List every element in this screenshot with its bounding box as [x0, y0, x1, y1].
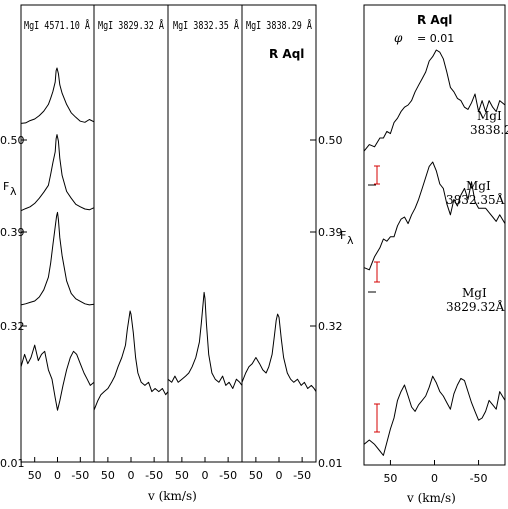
- x-tick-label: 0: [276, 469, 283, 482]
- x-tick-label: 0: [202, 469, 209, 482]
- y-axis-label-left-sub: λ: [10, 185, 17, 198]
- right-spectrum-line-1: [363, 161, 506, 271]
- spectrum-line-p2-0.01: [167, 291, 243, 389]
- right-chart-title: R Aql: [417, 13, 452, 27]
- spectrum-line-p0-0.39: [20, 134, 95, 212]
- x-tick-label: 0: [128, 469, 135, 482]
- phase-label-left: 0.01: [0, 457, 25, 470]
- phase-label-right: 0.50: [318, 134, 343, 147]
- right-x-tick-label: 50: [383, 472, 397, 485]
- x-tick-label: 50: [101, 469, 115, 482]
- spectrum-line-p0-0.01: [20, 344, 95, 411]
- phase-label-left: 0.32: [0, 320, 25, 333]
- x-axis-label-left: v (km/s): [147, 489, 197, 503]
- spectrum-line-p0-0.50: [20, 67, 95, 124]
- spectrum-line-p3-0.01: [241, 313, 317, 392]
- series-label-line1: MgI: [477, 109, 502, 123]
- panel-title: MgI 3832.35 Å: [173, 19, 239, 32]
- panel-title: MgI 4571.10 Å: [24, 19, 90, 32]
- y-axis-label-right: F: [340, 229, 346, 242]
- series-label-line1: MgI: [462, 286, 487, 300]
- panel-title: MgI 3829.32 Å: [98, 19, 164, 32]
- phase-label-right: 0.39: [318, 226, 343, 239]
- x-axis-label-right: v (km/s): [406, 491, 456, 505]
- right-chart-frame: [363, 4, 506, 466]
- phase-value: = 0.01: [417, 32, 454, 45]
- series-label-line2: 3829.32Å: [446, 299, 505, 314]
- y-axis-label-left: F: [3, 180, 9, 193]
- spectrum-line-p0-0.32: [20, 211, 95, 306]
- right-x-tick-label: -50: [470, 472, 488, 485]
- phase-symbol: φ: [394, 31, 403, 45]
- phase-label-left: 0.39: [0, 226, 25, 239]
- spectrum-line-p1-0.01: [93, 310, 169, 411]
- phase-label-left: 0.50: [0, 134, 25, 147]
- right-x-tick-label: 0: [431, 472, 438, 485]
- right-spectrum-line-0: [363, 49, 506, 152]
- x-tick-label: 50: [249, 469, 263, 482]
- x-tick-label: -50: [145, 469, 163, 482]
- y-axis-label-right-sub: λ: [347, 234, 354, 247]
- phase-label-right: 0.32: [318, 320, 343, 333]
- right-spectrum-line-2: [363, 375, 506, 456]
- panel-title: MgI 3838.29 Å: [246, 19, 312, 32]
- series-label-line2: 3832.35Å: [446, 192, 505, 207]
- x-tick-label: -50: [219, 469, 237, 482]
- x-tick-label: 0: [54, 469, 61, 482]
- series-label-line2: 3838.29Å: [470, 122, 508, 137]
- x-tick-label: -50: [71, 469, 89, 482]
- series-label-line1: MgI: [466, 179, 491, 193]
- phase-label-right: 0.01: [318, 457, 343, 470]
- x-tick-label: -50: [293, 469, 311, 482]
- x-tick-label: 50: [28, 469, 42, 482]
- x-tick-label: 50: [175, 469, 189, 482]
- star-name: R Aql: [269, 47, 304, 61]
